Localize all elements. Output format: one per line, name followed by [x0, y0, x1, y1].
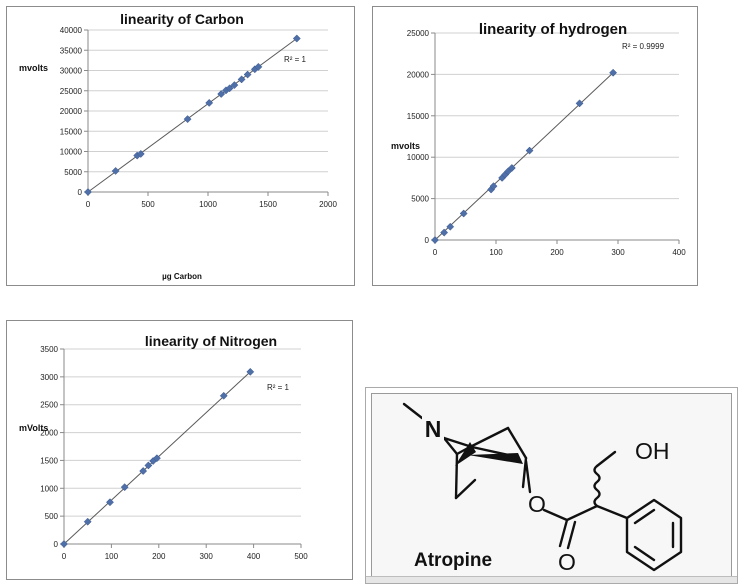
hydrogen-data-point	[575, 99, 584, 108]
hydrogen-x-tick-label: 100	[489, 248, 503, 257]
carbon-data-point	[254, 62, 263, 71]
nitrogen-x-tick-label: 0	[62, 552, 67, 561]
hydrogen-chart-panel: 0 5000 10000 15000 20000 25000 0 100 200 300 400 li…	[372, 6, 698, 286]
hydrogen-data-point	[459, 209, 468, 218]
carbon-data-point	[217, 90, 226, 98]
carbon-chart-panel: 0 5000 10000 15000 20000 25000 30000 35000 40000…	[6, 6, 355, 286]
nitrogen-data-point	[246, 367, 255, 376]
hydrogen-y-tick-label: 5000	[411, 195, 429, 204]
carbon-data-point	[243, 70, 252, 79]
nitrogen-chart-panel: 0 500 1000 1500 2000 2500 3000 3500 0 100 200 300 40…	[6, 320, 353, 580]
nitrogen-data-point	[144, 461, 153, 470]
nitrogen-data-point	[60, 540, 68, 548]
carbon-y-tick-label: 5000	[64, 168, 82, 177]
carbon-y-tick-label: 35000	[60, 46, 83, 55]
hydrogen-chart: 0 5000 10000 15000 20000 25000 0 100 200 300 400 li…	[391, 21, 686, 257]
nitrogen-x-tick-label: 300	[200, 552, 214, 561]
nitrogen-data-point	[219, 391, 228, 400]
nitrogen-chart: 0 500 1000 1500 2000 2500 3000 3500 0 100 200 300 40…	[19, 333, 308, 561]
hydrogen-data-point	[489, 182, 498, 191]
nitrogen-data-point	[152, 454, 161, 463]
carbon-y-tick-label: 15000	[60, 127, 83, 136]
carbon-data-point	[111, 166, 120, 175]
nitrogen-data-point	[106, 498, 114, 507]
nitrogen-chart-title: linearity of Nitrogen	[145, 333, 277, 349]
carbonyl-oxygen-label: O	[558, 549, 576, 575]
atropine-structure-panel: N OH O O Atropine	[365, 387, 738, 584]
ester-oxygen-label: O	[528, 491, 546, 517]
nitrogen-y-tick-label: 3000	[40, 373, 58, 382]
nitrogen-y-axis-label: mVolts	[19, 423, 48, 433]
nitrogen-atom-label: N	[425, 416, 442, 442]
hydrogen-x-tick-label: 0	[433, 248, 438, 257]
hydrogen-data-point	[525, 146, 534, 155]
atropine-structure-drawing: N OH O O Atropine	[402, 402, 683, 575]
nitrogen-data-point	[120, 483, 129, 492]
hydrogen-data-point	[431, 236, 439, 244]
carbon-data-point	[237, 75, 246, 84]
structure-panel-bottom-bar	[366, 576, 737, 583]
structure-frame: N OH O O Atropine	[371, 393, 732, 577]
carbon-data-point	[230, 81, 239, 90]
carbon-y-axis-label: mvolts	[19, 63, 48, 73]
carbon-trendline	[87, 38, 298, 193]
carbon-data-point	[205, 98, 214, 107]
nitrogen-data-point	[83, 517, 92, 526]
carbon-data-point	[225, 84, 234, 93]
nitrogen-y-tick-label: 2000	[40, 429, 58, 438]
hydrogen-chart-title: linearity of hydrogen	[479, 21, 627, 38]
hydrogen-data-point	[446, 222, 455, 231]
nitrogen-data-point	[139, 467, 148, 475]
hydroxyl-label: OH	[635, 438, 670, 464]
carbon-y-tick-label: 30000	[60, 67, 83, 76]
hydrogen-x-tick-label: 200	[550, 248, 564, 257]
hydrogen-data-point	[440, 228, 449, 237]
hydrogen-y-tick-label: 15000	[407, 112, 430, 121]
carbon-y-tick-label: 0	[78, 188, 83, 197]
carbon-y-tick-label: 25000	[60, 87, 83, 96]
carbon-chart: 0500010000150002000025000300003500040000…	[19, 11, 337, 281]
nitrogen-y-tick-label: 500	[45, 512, 59, 521]
carbon-y-tick-label: 20000	[60, 107, 83, 116]
hydrogen-r-squared-annotation: R² = 0.9999	[622, 42, 665, 51]
carbon-data-point	[84, 188, 92, 196]
carbon-data-point	[136, 149, 145, 158]
carbon-x-tick-label: 2000	[319, 200, 337, 209]
nitrogen-y-tick-label: 3500	[40, 345, 58, 354]
carbon-y-tick-label: 10000	[60, 148, 83, 157]
nitrogen-y-tick-label: 2500	[40, 401, 58, 410]
nitrogen-y-tick-label: 1000	[40, 484, 58, 493]
atropine-label: Atropine	[414, 550, 492, 571]
carbon-x-tick-label: 1500	[259, 200, 277, 209]
hydrogen-x-tick-label: 300	[611, 248, 625, 257]
carbon-data-point	[292, 34, 301, 43]
hydrogen-y-tick-label: 25000	[407, 29, 430, 38]
hydrogen-x-tick-label: 400	[672, 248, 686, 257]
nitrogen-y-tick-label: 1500	[40, 456, 58, 465]
hydrogen-y-tick-label: 20000	[407, 70, 430, 79]
carbon-chart-title: linearity of Carbon	[120, 11, 244, 27]
carbon-x-axis-label: µg Carbon	[162, 272, 202, 281]
nitrogen-x-tick-label: 500	[294, 552, 308, 561]
nitrogen-y-tick-label: 0	[54, 540, 59, 549]
carbon-y-tick-label: 40000	[60, 26, 83, 35]
hydrogen-y-tick-label: 10000	[407, 153, 430, 162]
nitrogen-x-tick-label: 100	[105, 552, 119, 561]
nitrogen-x-tick-label: 400	[247, 552, 261, 561]
hydrogen-data-point	[507, 164, 516, 172]
nitrogen-r-squared-annotation: R² = 1	[267, 383, 290, 392]
hydrogen-y-tick-label: 0	[425, 236, 430, 245]
nitrogen-x-tick-label: 200	[152, 552, 166, 561]
carbon-x-tick-label: 0	[86, 200, 91, 209]
carbon-r-squared-annotation: R² = 1	[284, 55, 307, 64]
carbon-x-tick-label: 1000	[199, 200, 217, 209]
carbon-x-tick-label: 500	[141, 200, 155, 209]
hydrogen-y-axis-label: mvolts	[391, 141, 420, 151]
carbon-data-point	[183, 115, 192, 124]
hydrogen-data-point	[609, 68, 618, 77]
